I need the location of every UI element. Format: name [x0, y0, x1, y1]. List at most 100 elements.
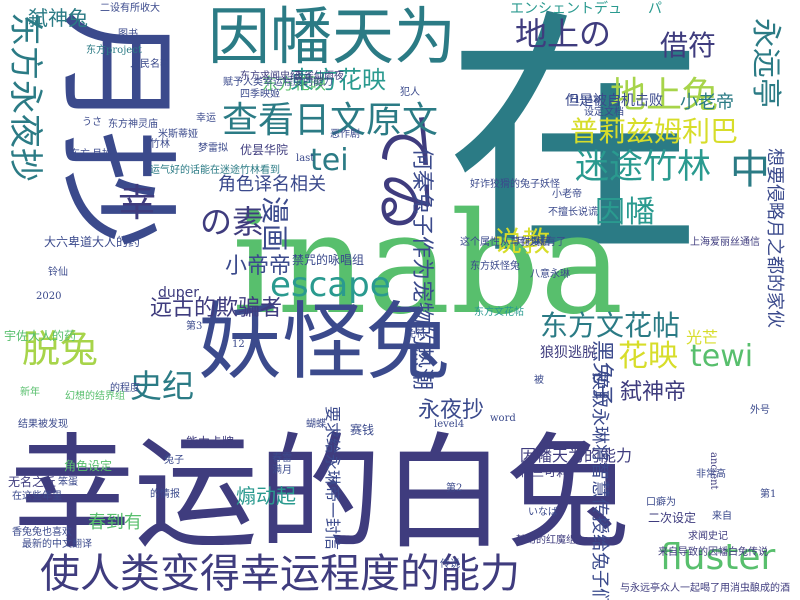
word-shanghai-ailisi: 上海爱丽丝通信 — [690, 237, 760, 248]
word-inaba-kana: いなば — [528, 507, 558, 518]
word-dongfang-yongyechao: 东方永夜抄 — [5, 12, 45, 182]
word-dongfang-wenhuatie: 东方文花帖 — [540, 309, 681, 342]
word-fanren: 犯人 — [400, 87, 420, 98]
word-fuyu-renlei: 赋予人类幸运程度的能力 — [223, 77, 333, 88]
word-tushu: 图书 — [118, 29, 138, 40]
word-jiefu: 借符 — [660, 29, 717, 62]
word-juese-sheding: 角色设定 — [64, 459, 113, 473]
word-shuxing-manhua: 这个属性从草作漫画 — [460, 237, 550, 248]
word-di-1: 第1 — [760, 489, 777, 500]
word-de-chengdu: 的程度 — [110, 383, 140, 394]
word-xiaolaodi: 小老帝 — [680, 92, 734, 113]
word-escape: escape — [270, 265, 391, 305]
word-ershe: 二设有所收大 — [100, 3, 160, 14]
word-qiuwen-shiji-2: 求闻史记 — [688, 531, 728, 542]
word-ezuoju: 恶作剧 — [330, 129, 360, 140]
word-siji-yingji: 四季映姬 — [240, 89, 280, 100]
word-yongyuanting: 永远亭 — [748, 18, 783, 108]
word-12: 12 — [232, 339, 245, 350]
word-renmin-mingzhu: 人民名著 — [130, 59, 170, 70]
word-meilan-keli: 梅兰可莉 — [520, 465, 569, 479]
word-xinnian: 新年 — [20, 387, 40, 398]
word-nengli-kapai: 能力卡牌 — [186, 435, 235, 449]
word-shishentu: 弑神兔 — [28, 6, 88, 30]
word-yinfan-tianwei: 因幡天为 — [208, 0, 457, 73]
word-dongfang: 东方 — [70, 149, 90, 160]
word-zhong: 中 — [730, 147, 770, 193]
word-hetu-chongwu: 何秦兔子作为宠物的热潮 — [409, 148, 434, 391]
word-guangmang: 光芒 — [686, 328, 719, 347]
word-youtan-huayuan: 优昙华院 — [240, 143, 289, 157]
word-jianzha-yaoguai: 好诈狡猾的兔子妖怪 — [470, 179, 560, 190]
word-xing: 幸 — [118, 181, 157, 225]
word-inaba: inaba — [232, 183, 624, 346]
word-kouli-wei: 口癖为 — [646, 497, 676, 508]
word-huanxiang-jiejie: 幻想的结界组 — [65, 391, 125, 402]
word-danshi-bei-jibai: 但是被自机击败 — [565, 93, 663, 109]
word-chuanshuo: 传说 — [440, 559, 460, 570]
word-de-qingbao: 的情报 — [150, 489, 180, 500]
word-yinfan: 因幡 — [595, 195, 655, 230]
word-huaying: 花映 — [618, 339, 678, 374]
word-zhulin: 竹林 — [150, 139, 170, 150]
word-bendan: 笨蛋 — [58, 477, 78, 488]
word-xingyun-de-baitu: 幸运的白兔 — [10, 422, 631, 566]
word-bayi-yonglin: 八意永琳 — [530, 269, 570, 280]
word-last: last — [296, 153, 315, 164]
word-zai: 在 — [445, 0, 705, 291]
word-sheding-wendang: 设定文档 — [584, 107, 624, 118]
word-level4: level4 — [434, 419, 465, 430]
word-pulizimulіba: 普莉兹姆利巴 — [570, 115, 739, 148]
word-di-2: 第2 — [446, 483, 463, 494]
word-xingyun: 幸运 — [196, 113, 216, 124]
word-shishendi: 弑神帝 — [620, 380, 687, 405]
word-bei: 被 — [534, 375, 544, 386]
word-yaoguaitu: 妖怪兔 — [198, 293, 451, 391]
word-2020: 2020 — [36, 291, 62, 302]
word-yuzuo-yao: 宇佐大人的药 — [4, 329, 77, 343]
word-tuzi: 兔子 — [164, 455, 184, 466]
word-dishang-no: 地上の — [515, 15, 612, 53]
word-xiangyao-qinlue: 想要侵略月之都的家伙 — [764, 148, 785, 328]
word-bushanchang: 不擅长说谎 — [548, 207, 598, 218]
word-dongfang-project: 东方project — [86, 45, 142, 56]
word-shenling-miao: 东方神灵庙 — [108, 119, 158, 130]
word-wuming-zhiqiu: 无名之丘 — [8, 475, 57, 489]
word-chakan-riwen: 查看日文原文 — [222, 100, 439, 141]
word-manhua: 漫画 — [258, 196, 291, 253]
word-71948: 71948 — [568, 95, 600, 106]
word-waihao: 外号 — [750, 405, 770, 416]
word-manyue: 满月 — [272, 465, 292, 476]
word-nosu: の素 — [200, 203, 265, 241]
word-yeque: 夜雀仙雨夜 — [294, 71, 344, 82]
word-duper: duper — [158, 285, 200, 301]
word-tuotu: 脱兔 — [22, 327, 99, 371]
word-ancient-duo: エンシェントデュ — [510, 1, 622, 17]
word-shi-renlei-nengli: 使人类变得幸运程度的能力 — [40, 551, 520, 597]
word-langbei-taotuo: 狼狈逃脱 — [540, 345, 596, 361]
word-laizi: 来自 — [712, 511, 732, 522]
word-chunlei: 春雷 — [272, 453, 292, 464]
word-yaoqiu-gei-yonglin: 要求给永琳帝一封信 — [323, 406, 342, 551]
word-dongfang-huaying: 东方花映 — [262, 74, 327, 93]
word-qiuwen-shiji: 东方求闻史纪 — [240, 71, 300, 82]
word-yongyuanting-hejiu: 与永远亭众人一起喝了用消虫酿成的酒 — [620, 583, 790, 594]
word-juese-yiming: 角色译名相关 — [218, 174, 326, 195]
word-yongyechao: 永夜抄 — [418, 398, 485, 423]
word-di-3: 第3 — [186, 321, 203, 332]
word-usa: うさ — [82, 117, 102, 128]
word-jieguo-faxian: 结果被发现 — [18, 419, 68, 430]
word-misidiya: 米斯蒂娅 — [158, 129, 198, 140]
word-word: word — [490, 413, 516, 424]
word-shandongqi: 煽动起 — [236, 484, 296, 508]
word-hudie: 蝴蝶 — [306, 419, 326, 430]
word-tufu: 免符 — [406, 329, 426, 340]
word-saiqian: 赛钱 — [350, 423, 375, 437]
word-pa: パ — [648, 1, 662, 17]
word-laizi-inaba-legend: 来自导致的因幡白兔传说 — [658, 547, 768, 558]
word-shuojiao: 说教 — [494, 225, 551, 258]
word-dongfang-huaying-jp: 東方花映 — [290, 66, 386, 94]
word-tei: tei — [310, 143, 349, 178]
word-daliu-yao: 大六卑道大人的药 — [44, 235, 141, 249]
